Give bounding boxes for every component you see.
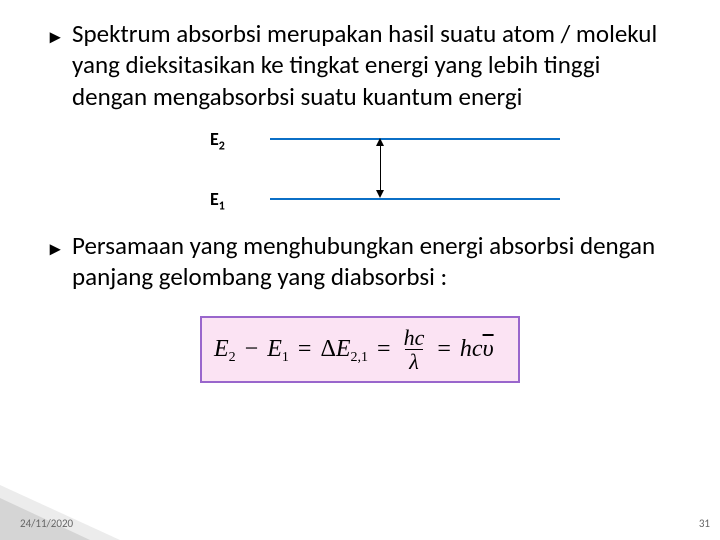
bullet-marker: ▸ bbox=[50, 24, 60, 112]
footer-date: 24/11/2020 bbox=[20, 517, 73, 530]
bullet-item-1: ▸ Spektrum absorbsi merupakan hasil suat… bbox=[50, 18, 670, 112]
energy-level-diagram: E2 E1 bbox=[210, 126, 610, 216]
energy-equation: E2 − E1 = ΔE2,1 = hc λ = hcυ bbox=[214, 326, 506, 373]
energy-label-e1: E1 bbox=[210, 188, 225, 214]
energy-line-e1 bbox=[270, 198, 560, 200]
bullet-text-2: Persamaan yang menghubungkan energi abso… bbox=[72, 230, 670, 293]
transition-arrow-head-up bbox=[376, 138, 384, 146]
footer-page-number: 31 bbox=[699, 517, 710, 530]
energy-label-e2: E2 bbox=[210, 128, 225, 154]
bullet-marker: ▸ bbox=[50, 236, 60, 293]
formula-box: E2 − E1 = ΔE2,1 = hc λ = hcυ bbox=[200, 316, 520, 383]
energy-line-e2 bbox=[270, 138, 560, 140]
formula-container: E2 − E1 = ΔE2,1 = hc λ = hcυ bbox=[200, 316, 670, 383]
transition-arrow-shaft bbox=[380, 140, 381, 196]
bullet-text-1: Spektrum absorbsi merupakan hasil suatu … bbox=[72, 18, 670, 112]
bullet-item-2: ▸ Persamaan yang menghubungkan energi ab… bbox=[50, 230, 670, 293]
transition-arrow-head-down bbox=[376, 190, 384, 198]
